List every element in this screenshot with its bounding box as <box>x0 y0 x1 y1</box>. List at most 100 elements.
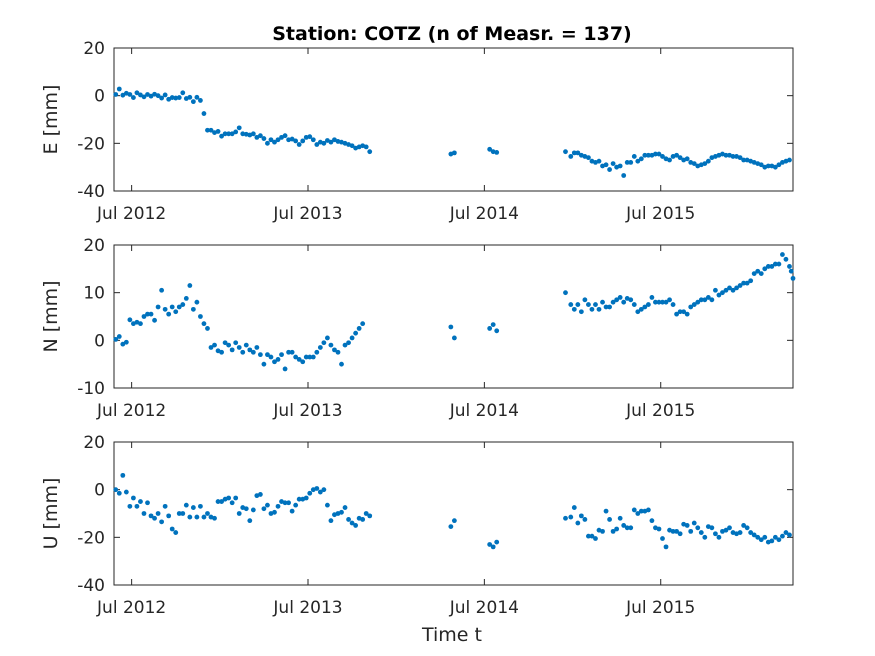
xtick-label-U-3: Jul 2015 <box>625 598 695 618</box>
data-point-U-70 <box>360 517 366 522</box>
data-point-E-12 <box>155 93 161 99</box>
data-point-N-34 <box>233 340 239 346</box>
data-point-N-122 <box>727 285 732 291</box>
data-point-U-72 <box>367 513 373 519</box>
data-point-N-119 <box>716 292 722 298</box>
data-point-N-126 <box>741 280 747 286</box>
data-point-N-91 <box>617 295 623 300</box>
data-point-N-47 <box>279 352 284 358</box>
xtick-label-N-2: Jul 2014 <box>449 401 519 421</box>
data-point-N-127 <box>744 280 750 286</box>
data-point-N-72 <box>451 335 457 341</box>
data-point-N-141 <box>790 275 796 281</box>
data-point-N-88 <box>607 304 612 310</box>
panels: Jul 2012 Jul 2013 Jul 2014 Jul 2015 20 0 -20 -4… <box>40 39 796 618</box>
data-point-N-96 <box>635 309 641 315</box>
data-point-E-98 <box>635 158 641 164</box>
data-point-N-26 <box>205 326 210 331</box>
data-point-U-0 <box>113 487 119 493</box>
data-point-N-45 <box>272 359 277 365</box>
data-point-U-6 <box>134 503 140 509</box>
data-point-N-13 <box>159 287 165 293</box>
data-point-U-64 <box>339 509 344 515</box>
data-point-U-22 <box>190 505 196 510</box>
data-point-N-43 <box>265 352 270 358</box>
data-point-E-118 <box>705 158 711 164</box>
data-point-N-37 <box>243 342 249 348</box>
data-point-N-97 <box>638 306 644 312</box>
data-point-N-71 <box>448 324 454 330</box>
data-point-E-59 <box>321 140 327 146</box>
data-point-E-4 <box>127 92 133 97</box>
data-point-U-30 <box>219 499 224 504</box>
data-point-U-50 <box>289 508 295 514</box>
data-point-N-123 <box>730 287 736 293</box>
data-point-U-129 <box>744 525 750 531</box>
data-point-E-25 <box>201 111 207 116</box>
data-point-E-35 <box>236 125 242 131</box>
data-point-N-17 <box>173 309 179 315</box>
data-point-N-11 <box>152 317 157 323</box>
data-point-U-136 <box>769 538 775 544</box>
xtick-label-N-3: Jul 2015 <box>625 401 695 421</box>
data-point-N-20 <box>183 295 189 301</box>
data-point-N-65 <box>342 342 348 348</box>
data-point-U-57 <box>314 486 320 491</box>
data-point-U-4 <box>127 503 133 509</box>
data-point-N-44 <box>268 354 274 360</box>
data-point-N-52 <box>296 357 302 362</box>
xtick-label-E-0: Jul 2012 <box>96 204 166 224</box>
data-point-U-128 <box>741 523 747 528</box>
data-point-U-140 <box>783 530 789 535</box>
data-point-N-102 <box>656 299 662 305</box>
data-point-N-132 <box>762 266 768 272</box>
data-point-U-29 <box>215 499 221 504</box>
data-point-E-84 <box>586 155 591 161</box>
data-point-U-102 <box>649 518 655 524</box>
data-point-E-51 <box>293 138 299 144</box>
data-point-N-0 <box>113 336 119 342</box>
data-point-E-127 <box>737 155 743 161</box>
data-point-E-95 <box>624 160 630 165</box>
data-point-E-33 <box>229 131 235 137</box>
data-point-N-129 <box>751 271 757 276</box>
data-point-U-32 <box>226 495 232 501</box>
xtick-label-N-1: Jul 2013 <box>272 401 342 421</box>
data-point-N-138 <box>783 256 789 262</box>
data-point-E-96 <box>628 160 634 165</box>
data-point-N-25 <box>201 321 207 327</box>
data-point-E-97 <box>631 154 637 159</box>
ytick-label-E-3: -40 <box>77 182 105 202</box>
data-point-E-74 <box>451 150 457 156</box>
data-point-U-88 <box>600 528 605 534</box>
data-point-N-28 <box>212 342 217 348</box>
data-point-N-19 <box>180 302 186 307</box>
data-point-U-51 <box>293 502 299 508</box>
data-point-U-2 <box>120 472 126 478</box>
data-point-N-124 <box>734 285 739 291</box>
data-point-E-100 <box>642 152 648 158</box>
data-point-N-49 <box>286 349 291 355</box>
data-point-N-92 <box>621 299 627 305</box>
data-point-N-80 <box>578 309 584 315</box>
data-point-U-17 <box>173 530 179 535</box>
data-point-E-93 <box>617 163 623 169</box>
data-point-U-130 <box>748 530 754 535</box>
data-point-U-82 <box>578 513 584 519</box>
data-point-E-52 <box>296 142 302 147</box>
panel-U: Jul 2012 Jul 2013 Jul 2014 Jul 2015 20 0 -20 -4… <box>40 433 794 618</box>
data-point-N-133 <box>765 264 771 269</box>
data-point-N-77 <box>568 302 574 307</box>
data-point-N-18 <box>176 304 182 310</box>
data-point-N-30 <box>219 349 224 355</box>
data-point-E-99 <box>638 156 644 162</box>
data-point-U-73 <box>448 524 454 530</box>
xtick-label-E-2: Jul 2014 <box>449 204 519 224</box>
ytick-label-U-1: 0 <box>94 481 105 501</box>
data-point-U-34 <box>233 495 239 501</box>
data-point-E-45 <box>272 139 277 145</box>
data-point-U-1 <box>116 490 122 496</box>
data-point-U-8 <box>141 511 147 516</box>
data-point-E-103 <box>653 151 658 157</box>
panel-E: Jul 2012 Jul 2013 Jul 2014 Jul 2015 20 0 -20 -4… <box>40 39 794 224</box>
